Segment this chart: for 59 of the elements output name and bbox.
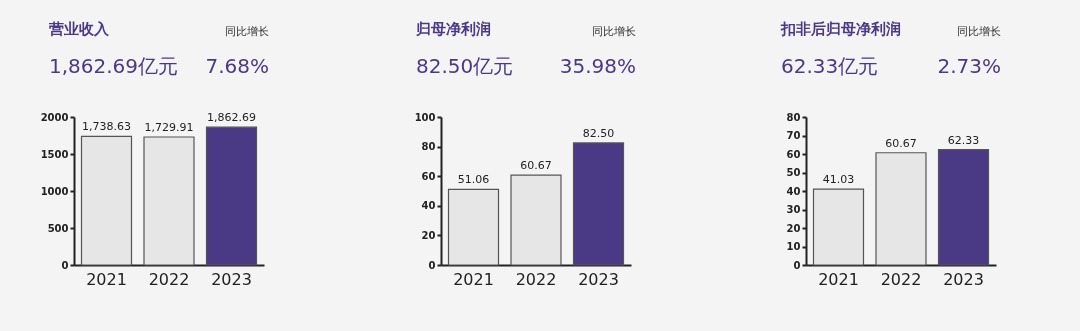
data-label: 82.50 bbox=[582, 126, 615, 140]
y-tick-label: 60 bbox=[786, 148, 801, 160]
x-tick-label: 2023 bbox=[211, 269, 252, 289]
x-tick-label: 2022 bbox=[515, 269, 557, 289]
y-tick-label: 0 bbox=[793, 259, 801, 271]
bar bbox=[937, 149, 990, 266]
data-label: 60.67 bbox=[885, 136, 917, 150]
y-tick-label: 40 bbox=[786, 185, 801, 197]
y-tick-label: 2000 bbox=[40, 111, 69, 123]
bar bbox=[143, 136, 195, 266]
text: 同比增长 bbox=[225, 25, 269, 38]
chart-title: 营业收入 bbox=[48, 20, 110, 38]
y-tick-label: 1500 bbox=[40, 148, 69, 160]
chart-title: 扣非后归母净利润 bbox=[780, 20, 901, 38]
text: 35.98% bbox=[559, 54, 636, 78]
text: 同比增长 bbox=[592, 25, 636, 38]
bar bbox=[205, 126, 258, 266]
x-tick-label: 2021 bbox=[818, 269, 859, 289]
bar bbox=[447, 188, 500, 266]
y-tick-label: 1000 bbox=[40, 185, 69, 197]
x-tick-label: 2023 bbox=[943, 269, 984, 289]
text: 同比增长 bbox=[957, 25, 1001, 38]
x-tick-label: 2022 bbox=[880, 269, 922, 289]
data-label: 62.33 bbox=[947, 133, 980, 147]
y-tick-label: 0 bbox=[61, 259, 69, 271]
text: 1,862.69亿元 bbox=[49, 54, 179, 78]
y-tick-label: 0 bbox=[428, 259, 436, 271]
x-tick-label: 2023 bbox=[578, 269, 619, 289]
y-tick-label: 100 bbox=[414, 111, 436, 123]
x-tick-label: 2021 bbox=[86, 269, 127, 289]
text: 82.50亿元 bbox=[416, 54, 514, 78]
data-label: 60.67 bbox=[520, 159, 552, 173]
data-label: 41.03 bbox=[822, 173, 855, 187]
data-label: 51.06 bbox=[457, 173, 490, 187]
y-tick-label: 40 bbox=[421, 200, 436, 212]
y-tick-label: 70 bbox=[786, 130, 801, 141]
bar bbox=[572, 142, 625, 266]
x-tick-label: 2021 bbox=[453, 269, 494, 289]
x-tick-label: 2022 bbox=[148, 269, 190, 289]
y-tick-label: 50 bbox=[786, 167, 801, 178]
bar bbox=[875, 152, 927, 266]
bar bbox=[80, 135, 133, 266]
y-tick-label: 80 bbox=[786, 111, 801, 123]
text: 2.73% bbox=[937, 54, 1001, 78]
y-tick-label: 60 bbox=[421, 170, 436, 182]
y-tick-label: 10 bbox=[786, 241, 801, 252]
data-label: 1,729.91 bbox=[144, 120, 194, 134]
y-tick-label: 20 bbox=[421, 229, 436, 241]
y-tick-label: 20 bbox=[786, 222, 801, 234]
y-tick-label: 500 bbox=[47, 222, 69, 234]
data-label: 1,862.69 bbox=[207, 111, 256, 125]
text: 7.68% bbox=[205, 54, 269, 78]
bar bbox=[510, 174, 562, 266]
y-tick-label: 30 bbox=[786, 204, 801, 215]
chart-title: 归母净利润 bbox=[415, 20, 491, 38]
data-label: 1,738.63 bbox=[82, 120, 131, 134]
text: 62.33亿元 bbox=[781, 54, 879, 78]
y-tick-label: 80 bbox=[421, 141, 436, 153]
bar bbox=[812, 188, 865, 266]
